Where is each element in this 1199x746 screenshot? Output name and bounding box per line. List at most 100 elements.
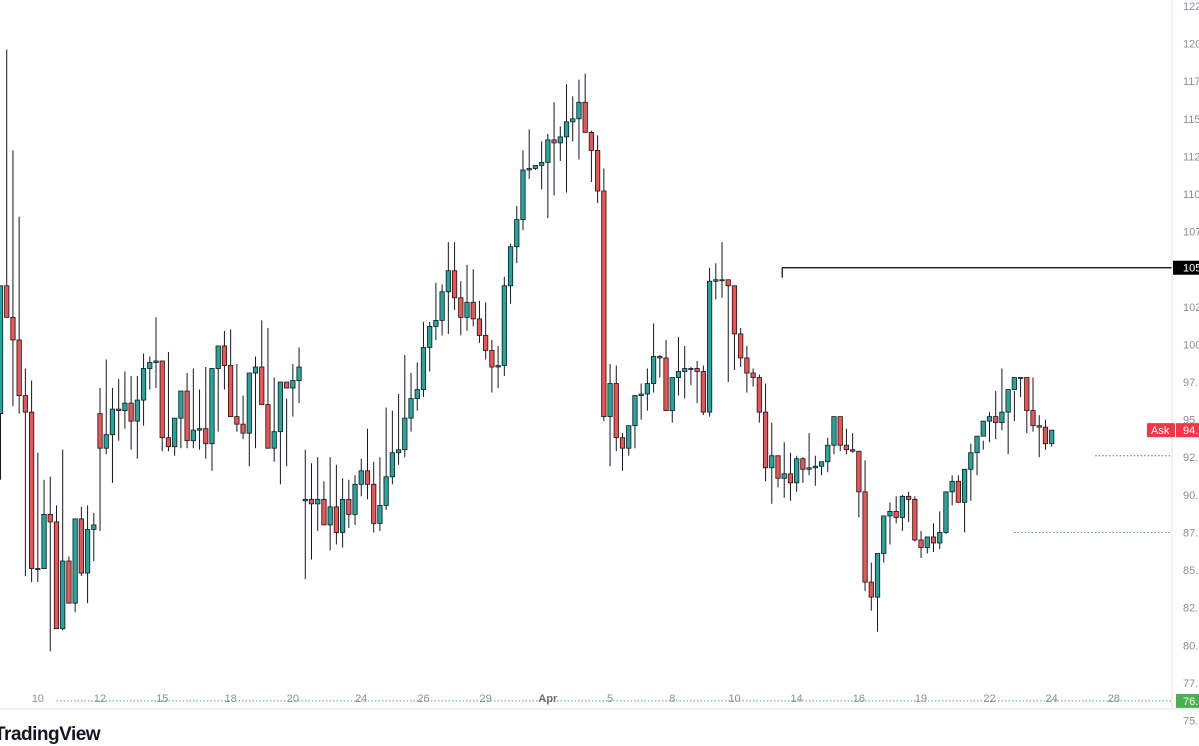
candle xyxy=(595,135,601,204)
candle xyxy=(1036,415,1042,458)
candle-body xyxy=(246,372,252,434)
candle xyxy=(72,518,78,613)
time-tick-label: 24 xyxy=(355,693,367,705)
candle xyxy=(986,412,993,443)
candle-body xyxy=(252,366,259,374)
candle xyxy=(53,505,60,630)
candle-body xyxy=(395,449,402,454)
candle xyxy=(551,102,557,196)
candle xyxy=(918,530,924,559)
price-axis[interactable]: 122.120.117.115.112.110.107.105.102.100.… xyxy=(1171,0,1199,727)
candle xyxy=(259,320,265,405)
candle xyxy=(688,366,694,386)
candle xyxy=(277,381,284,485)
candle xyxy=(228,329,234,418)
candle xyxy=(371,461,377,533)
candle xyxy=(750,368,756,387)
candle xyxy=(97,388,103,531)
candle-body xyxy=(315,498,321,505)
candle-body xyxy=(794,458,800,484)
candle-body xyxy=(72,518,78,604)
candle-body xyxy=(713,279,719,282)
price-tick-label: 92. xyxy=(1183,452,1198,464)
candle-body xyxy=(172,417,178,448)
candle xyxy=(414,362,420,411)
candle-body xyxy=(1049,429,1055,445)
candle xyxy=(539,141,545,190)
candle-body xyxy=(78,518,84,574)
price-tick-label: 122. xyxy=(1183,1,1199,13)
candle-body xyxy=(339,498,346,533)
candle xyxy=(221,330,228,390)
candle xyxy=(644,368,650,411)
candle xyxy=(315,457,321,531)
price-tick-label: 87. xyxy=(1183,527,1198,539)
candle-body xyxy=(402,417,408,451)
candle-body xyxy=(333,506,339,533)
candle-body xyxy=(16,339,22,396)
candle xyxy=(794,455,800,492)
candle xyxy=(545,133,551,219)
candle-body xyxy=(1011,377,1017,390)
time-tick-label: 15 xyxy=(156,693,168,705)
candle xyxy=(140,353,147,426)
candle-body xyxy=(445,270,451,293)
candle xyxy=(588,130,595,182)
price-tick-label: 107. xyxy=(1183,227,1199,239)
candle-body xyxy=(595,150,601,192)
candle-body xyxy=(850,449,856,452)
candle-body xyxy=(1017,377,1024,379)
candle-body xyxy=(190,429,196,442)
candle-body xyxy=(60,560,66,630)
candle xyxy=(308,463,315,560)
price-tick-label: 100. xyxy=(1183,339,1199,351)
candle xyxy=(725,279,731,383)
candle xyxy=(532,165,539,170)
candle-body xyxy=(215,345,221,369)
candle-body xyxy=(178,390,184,419)
candle-body xyxy=(663,357,669,412)
candle-body xyxy=(968,452,974,470)
candle xyxy=(1030,377,1036,432)
candle xyxy=(619,433,626,471)
candle-body xyxy=(626,425,632,449)
ask-price-text: 94. xyxy=(1183,425,1198,437)
candle-body xyxy=(651,356,657,384)
candle-body xyxy=(557,136,563,144)
candle xyxy=(327,457,333,551)
ask-tag-text: Ask xyxy=(1151,425,1170,437)
candle xyxy=(769,422,775,504)
candle xyxy=(943,491,949,534)
candle-body xyxy=(545,139,551,163)
candle-body xyxy=(937,532,943,544)
candle-body xyxy=(831,416,837,446)
candle-body xyxy=(458,297,464,318)
candle-body xyxy=(346,498,352,515)
candle xyxy=(1042,419,1049,450)
candle xyxy=(0,285,4,480)
candle xyxy=(818,461,825,476)
candle xyxy=(812,455,818,486)
candle xyxy=(246,372,252,467)
candle xyxy=(756,374,762,423)
time-axis[interactable]: 10 12 15 18 20 24 26 29 Apr 5 8 10 14 16 19 22 24 28 xyxy=(0,693,1199,710)
candle-body xyxy=(700,371,706,413)
candle-body xyxy=(756,377,762,413)
candle-body xyxy=(980,420,986,437)
candle-body xyxy=(464,301,470,318)
candle-body xyxy=(993,416,999,424)
candle-body xyxy=(781,473,787,479)
candle xyxy=(762,383,769,482)
candle xyxy=(78,506,84,577)
candle xyxy=(10,150,16,407)
candle xyxy=(980,420,986,450)
price-tick-label: 75. xyxy=(1183,715,1198,727)
candle-body xyxy=(327,506,333,526)
time-tick-label: 18 xyxy=(225,693,237,705)
candle-body xyxy=(638,393,644,396)
candle-body xyxy=(899,495,906,518)
time-tick-label: 10 xyxy=(728,693,740,705)
candle xyxy=(626,425,632,456)
ask-price-tag xyxy=(1176,423,1199,438)
